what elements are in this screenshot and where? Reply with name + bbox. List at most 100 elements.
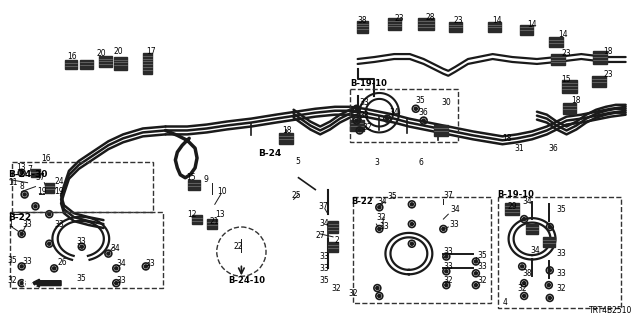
Text: 37: 37 <box>444 191 453 200</box>
Bar <box>350 120 364 131</box>
Text: 33: 33 <box>22 257 33 266</box>
Circle shape <box>20 282 23 285</box>
Text: 37: 37 <box>35 173 45 182</box>
Bar <box>593 51 607 64</box>
Circle shape <box>48 242 51 245</box>
Text: 32: 32 <box>517 284 527 292</box>
Text: 33: 33 <box>360 98 369 107</box>
Bar <box>143 52 152 74</box>
Bar <box>506 203 519 215</box>
Text: 22: 22 <box>234 242 243 251</box>
Circle shape <box>445 270 448 273</box>
Circle shape <box>548 226 551 228</box>
Text: 18: 18 <box>502 134 512 143</box>
Text: 18: 18 <box>282 126 291 135</box>
Text: 33: 33 <box>146 259 156 268</box>
Circle shape <box>378 294 381 298</box>
Bar <box>80 60 93 69</box>
Text: 8: 8 <box>20 182 24 191</box>
Bar <box>328 242 339 252</box>
Circle shape <box>20 232 23 236</box>
Text: 13: 13 <box>16 164 26 172</box>
Text: 26: 26 <box>57 258 67 267</box>
Text: 32: 32 <box>478 276 488 285</box>
Circle shape <box>520 265 524 268</box>
Text: 9: 9 <box>204 175 209 184</box>
Circle shape <box>474 272 477 275</box>
Text: 32: 32 <box>331 284 340 292</box>
Circle shape <box>410 203 413 206</box>
Bar <box>279 133 292 144</box>
Circle shape <box>523 218 525 221</box>
Text: 32: 32 <box>8 276 17 285</box>
Text: 24: 24 <box>54 177 64 186</box>
Text: 20: 20 <box>113 47 123 56</box>
Bar <box>207 219 217 229</box>
Bar <box>114 57 127 70</box>
Circle shape <box>378 206 381 209</box>
Bar <box>449 21 461 32</box>
Circle shape <box>548 296 551 300</box>
Text: 35: 35 <box>319 276 329 285</box>
Bar <box>563 103 577 114</box>
Text: 32: 32 <box>376 213 386 222</box>
Text: 33: 33 <box>319 252 329 261</box>
Text: B-19-10: B-19-10 <box>497 190 534 199</box>
Text: 23: 23 <box>453 16 463 25</box>
Text: 4: 4 <box>502 298 508 308</box>
Text: 34: 34 <box>378 197 387 206</box>
FancyArrow shape <box>31 279 61 287</box>
Circle shape <box>445 284 448 287</box>
Text: 33: 33 <box>54 220 64 228</box>
Bar <box>65 60 77 69</box>
Circle shape <box>547 284 550 287</box>
Text: 33: 33 <box>557 249 566 258</box>
Text: 33: 33 <box>449 220 459 228</box>
Circle shape <box>422 119 425 122</box>
Text: 29: 29 <box>508 202 517 211</box>
Circle shape <box>410 242 413 245</box>
Text: 16: 16 <box>67 52 77 61</box>
Text: 31: 31 <box>515 144 524 153</box>
Text: 17: 17 <box>146 47 156 56</box>
Text: 34: 34 <box>530 246 540 255</box>
Bar <box>45 183 54 193</box>
Bar <box>520 25 532 36</box>
Text: 34: 34 <box>319 219 329 228</box>
Text: 14: 14 <box>527 20 537 28</box>
Text: 35: 35 <box>478 251 488 260</box>
Circle shape <box>523 294 525 298</box>
Text: 34: 34 <box>389 108 399 117</box>
Text: 7: 7 <box>28 165 33 174</box>
Bar <box>526 224 538 234</box>
Text: 38: 38 <box>522 269 532 278</box>
Circle shape <box>386 117 388 120</box>
Circle shape <box>474 284 477 287</box>
Text: 14: 14 <box>559 30 568 39</box>
Text: 3: 3 <box>374 158 380 167</box>
Text: 15: 15 <box>186 173 196 182</box>
Text: 33: 33 <box>380 222 389 231</box>
Text: 34: 34 <box>110 244 120 253</box>
Bar <box>543 237 555 247</box>
Text: 15: 15 <box>561 75 572 84</box>
Bar <box>357 20 368 33</box>
Text: 33: 33 <box>360 111 369 120</box>
Text: 33: 33 <box>319 264 329 273</box>
Text: 36: 36 <box>548 144 559 153</box>
Text: 14: 14 <box>493 16 502 25</box>
Text: 23: 23 <box>604 70 614 79</box>
Text: 27: 27 <box>316 231 325 240</box>
Text: 19: 19 <box>37 187 47 196</box>
Bar <box>31 169 40 177</box>
Bar <box>350 89 458 142</box>
Bar <box>418 18 433 30</box>
Text: 30: 30 <box>442 98 451 107</box>
Text: 35: 35 <box>416 96 426 105</box>
Text: 35: 35 <box>557 205 566 214</box>
Circle shape <box>442 228 445 230</box>
Text: 11: 11 <box>8 178 17 187</box>
Text: 33: 33 <box>557 269 566 278</box>
Text: FR.: FR. <box>22 279 37 288</box>
Circle shape <box>23 193 26 196</box>
